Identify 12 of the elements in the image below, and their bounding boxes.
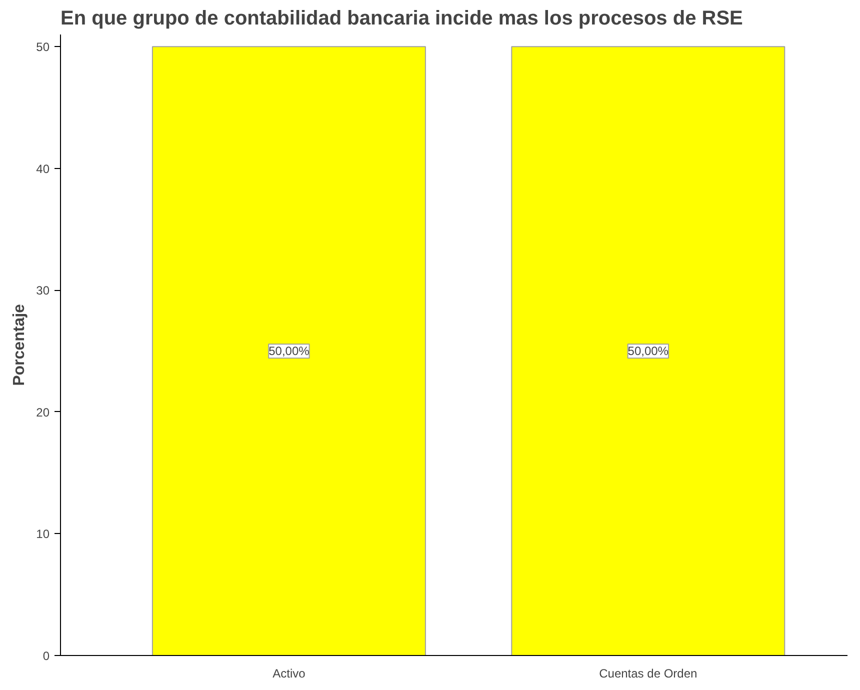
y-tick-label: 20 <box>36 405 50 420</box>
y-tick-label: 0 <box>42 649 50 663</box>
y-tick-label: 10 <box>36 527 50 542</box>
y-tick-label: 40 <box>36 162 50 176</box>
data-label: 50,00% <box>268 344 310 358</box>
x-tick-label: Cuentas de Orden <box>599 666 698 680</box>
x-tick-label: Activo <box>272 666 306 680</box>
data-label: 50,00% <box>628 344 669 358</box>
chart-title: En que grupo de contabilidad bancaria incide mas los procesos de RSE <box>60 8 743 30</box>
y-tick-label: 30 <box>36 284 50 298</box>
y-axis-title: Porcentaje <box>11 304 28 386</box>
y-tick-label: 50 <box>36 40 50 54</box>
